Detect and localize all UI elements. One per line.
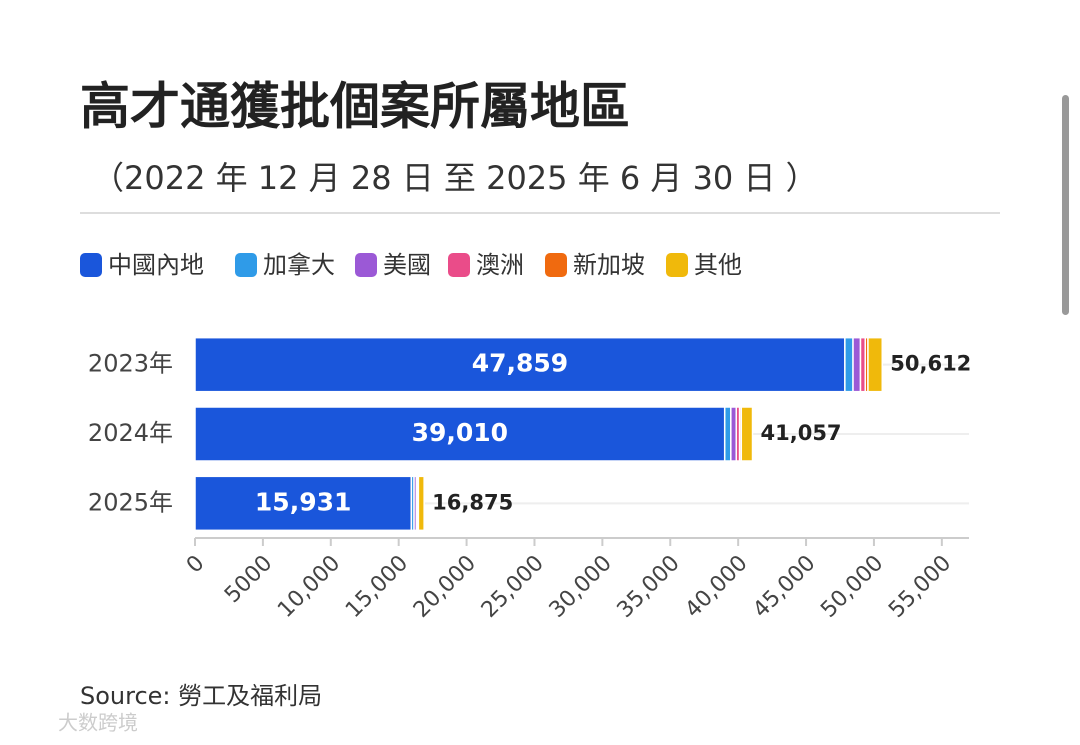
total-label: 50,612 bbox=[890, 352, 971, 376]
value-label: 15,931 bbox=[255, 487, 351, 516]
x-tick-label: 50,000 bbox=[816, 551, 888, 623]
scrollbar bbox=[1062, 95, 1069, 315]
y-tick-label: 2024年 bbox=[88, 419, 173, 447]
y-tick-label: 2025年 bbox=[88, 488, 173, 516]
bar-segment bbox=[852, 336, 862, 393]
x-tick-label: 55,000 bbox=[884, 551, 956, 623]
legend-label: 加拿大 bbox=[263, 251, 335, 279]
legend-label: 中國內地 bbox=[108, 251, 204, 279]
chart-title: 高才通獲批個案所屬地區 bbox=[80, 78, 630, 136]
bar-segment bbox=[867, 336, 884, 393]
chart-subtitle: （2022 年 12 月 28 日 至 2025 年 6 月 30 日 ） bbox=[92, 159, 818, 197]
legend-swatch bbox=[448, 253, 470, 277]
legend-label: 其他 bbox=[694, 251, 742, 279]
x-tick-label: 0 bbox=[182, 551, 210, 579]
legend-label: 美國 bbox=[383, 251, 431, 279]
legend-label: 新加坡 bbox=[573, 251, 645, 279]
x-tick-label: 15,000 bbox=[341, 551, 413, 623]
bar-segment bbox=[723, 406, 732, 462]
x-tick-label: 45,000 bbox=[748, 551, 820, 623]
total-label: 16,875 bbox=[432, 490, 513, 514]
legend-swatch bbox=[235, 253, 257, 277]
x-tick-label: 30,000 bbox=[545, 551, 617, 623]
watermark: 大数跨境 bbox=[58, 711, 138, 735]
value-label: 47,859 bbox=[472, 349, 568, 378]
source: Source: 勞工及福利局 bbox=[80, 682, 322, 710]
legend-swatch bbox=[666, 253, 688, 277]
bar-segment bbox=[194, 475, 413, 532]
bar-segment bbox=[194, 406, 726, 462]
bar-segment bbox=[194, 336, 846, 393]
x-tick-label: 25,000 bbox=[477, 551, 549, 623]
x-tick-label: 40,000 bbox=[681, 551, 753, 623]
x-tick-label: 35,000 bbox=[613, 551, 685, 623]
x-tick-label: 20,000 bbox=[409, 551, 481, 623]
bar-segment bbox=[417, 475, 425, 532]
legend-swatch bbox=[80, 253, 102, 277]
legend-swatch bbox=[545, 253, 567, 277]
y-tick-label: 2023年 bbox=[88, 350, 173, 378]
value-label: 39,010 bbox=[412, 418, 508, 447]
bar-segment bbox=[740, 406, 754, 462]
bar-segment bbox=[844, 336, 854, 393]
legend-label: 澳洲 bbox=[476, 251, 524, 279]
bar-segment bbox=[730, 406, 738, 462]
legend-swatch bbox=[355, 253, 377, 277]
total-label: 41,057 bbox=[761, 421, 842, 445]
x-tick-label: 10,000 bbox=[273, 551, 345, 623]
x-tick-label: 5000 bbox=[220, 551, 277, 608]
